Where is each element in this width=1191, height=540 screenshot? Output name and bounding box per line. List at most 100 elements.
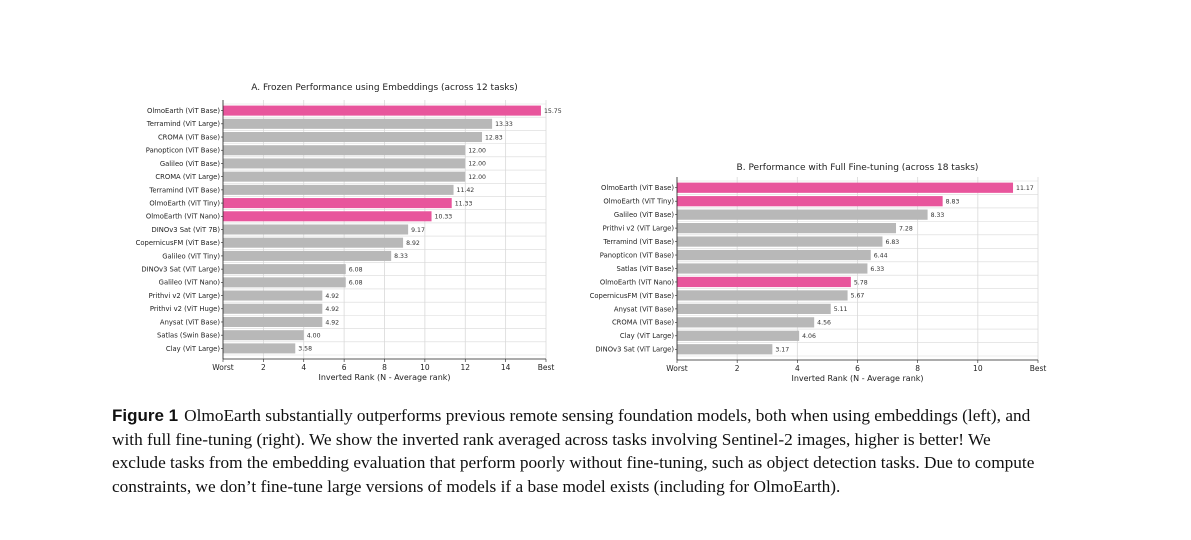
chart-a-bar [223,264,346,275]
chart-a-value-label: 6.08 [349,280,363,287]
chart-a-value-label: 12.00 [468,161,486,168]
chart-b-category-label: DINOv3 Sat (ViT Large) [595,346,674,354]
chart-b-title: B. Performance with Full Fine-tuning (ac… [737,163,979,173]
chart-b-value-label: 4.56 [817,320,831,327]
chart-b-x-tick-label: Best [1030,364,1047,373]
chart-a-bar [223,132,483,143]
chart-a-bar [223,211,432,222]
chart-b-category-label: CopernicusFM (ViT Base) [590,292,675,300]
chart-a-value-label: 12.00 [468,174,486,181]
chart-a-bar [223,237,404,248]
chart-b-category-label: Panopticon (ViT Base) [600,251,675,259]
chart-b-bar [677,276,851,288]
chart-b-category-label: Satlas (ViT Base) [617,265,675,273]
chart-a-value-label: 4.92 [325,293,339,300]
chart-a-value-label: 12.00 [468,148,486,155]
chart-a-bar [223,343,296,354]
chart-a-bar [223,316,323,327]
chart-b-bar [677,249,871,261]
chart-b-bar [677,303,831,314]
chart-a-category-label: Galileo (ViT Base) [160,160,221,168]
chart-a-category-label: OlmoEarth (ViT Nano) [146,213,220,221]
chart-a-value-label: 3.58 [298,346,312,353]
chart-a-bar [223,118,493,129]
chart-a-bar [223,184,454,195]
chart-a-grid [222,100,547,359]
chart-b-bars: 11.17 OlmoEarth (ViT Base) 8.83 OlmoEarth (… [590,182,1034,355]
chart-a-x-tick-label: 6 [342,363,347,372]
chart-a-category-label: DINOv3 Sat (ViT 7B) [152,226,221,234]
chart-b-bar [677,209,928,220]
chart-a-x-tick-label: 12 [460,363,470,372]
chart-a-bar [223,171,466,182]
chart-b-value-label: 6.44 [874,252,888,259]
chart-a-x-tick-label: 4 [301,363,306,372]
chart-a-bar [223,145,466,156]
chart-a-value-label: 4.00 [307,332,321,339]
chart-b-bar [677,344,773,355]
chart-b-category-label: CROMA (ViT Base) [612,319,674,327]
chart-a-category-label: CROMA (ViT Base) [158,133,220,141]
chart-b-value-label: 7.28 [899,225,913,232]
chart-a-value-label: 15.75 [544,108,562,115]
chart-a-category-label: CROMA (ViT Large) [155,173,220,181]
chart-a-category-label: Galileo (ViT Nano) [159,279,221,287]
chart-b-bar [677,330,800,341]
chart-a-category-label: Clay (ViT Large) [166,345,220,353]
chart-b-bar [677,263,868,274]
chart-a-bar [223,290,323,301]
chart-b-category-label: Terramind (ViT Base) [602,238,674,246]
chart-b-category-label: Clay (ViT Large) [620,332,674,340]
chart-b-category-label: OlmoEarth (ViT Tiny) [603,198,674,206]
chart-a-value-label: 4.92 [325,306,339,313]
chart-a-bar [223,250,392,261]
chart-b-x-tick-label: 2 [735,364,740,373]
chart-b-value-label: 11.17 [1016,185,1034,192]
chart-a-category-label: Prithvi v2 (ViT Large) [149,292,221,300]
chart-b-x-tick-label: 8 [915,364,920,373]
chart-b-value-label: 8.33 [931,212,945,219]
chart-b-value-label: 3.17 [775,347,789,354]
chart-a-value-label: 4.92 [325,319,339,326]
chart-a-category-label: OlmoEarth (ViT Tiny) [149,199,220,207]
chart-a-category-label: Anysat (ViT Base) [160,318,220,326]
chart-b-bar [677,317,815,328]
chart-a-x-tick-label: 2 [261,363,266,372]
chart-b-x-tick-label: 10 [973,364,983,373]
chart-a-bar [223,330,304,341]
chart-a-value-label: 11.33 [455,200,473,207]
figure-caption: Figure 1 OlmoEarth substantially outperfo… [112,404,1047,498]
chart-a-category-label: OlmoEarth (ViT Base) [147,107,220,115]
chart-a-value-label: 11.42 [457,187,475,194]
chart-b-bar [677,223,897,234]
chart-a-value-label: 8.92 [406,240,420,247]
caption-text: OlmoEarth substantially outperforms prev… [112,406,1035,496]
chart-a-x-tick-label: 14 [501,363,511,372]
chart-a-title: A. Frozen Performance using Embeddings (… [251,83,517,93]
chart-a-bar [223,303,323,314]
chart-a-category-label: Terramind (ViT Large) [146,120,221,128]
chart-a-bar [223,277,346,288]
chart-b-x-axis-label: Inverted Rank (N - Average rank) [791,374,923,383]
chart-b-value-label: 5.11 [834,306,848,313]
chart-b-x-tick-label: 4 [795,364,800,373]
chart-a-bar [223,224,409,235]
chart-b-category-label: Galileo (ViT Base) [614,211,675,219]
chart-b-value-label: 8.83 [946,198,960,205]
chart-b-category-label: Anysat (ViT Base) [614,305,674,313]
chart-b-bar [677,290,848,301]
chart-a-x-tick-label: Best [538,363,555,372]
chart-b-value-label: 6.33 [870,266,884,273]
chart-a-x-tick-label: Worst [212,363,234,372]
chart-a-x-tick-label: 8 [382,363,387,372]
chart-a-bar [223,158,466,169]
chart-b-x-tick-label: Worst [666,364,688,373]
chart-b-category-label: OlmoEarth (ViT Nano) [600,278,674,286]
chart-b-value-label: 5.67 [851,293,865,300]
chart-a-category-label: Prithvi v2 (ViT Huge) [150,305,220,313]
chart-a-value-label: 10.33 [435,214,453,221]
chart-b-category-label: Prithvi v2 (ViT Large) [603,225,675,233]
chart-a-category-label: Satlas (Swin Base) [157,332,220,340]
chart-a-bars: 15.75 OlmoEarth (ViT Base) 13.33 Terramind … [136,105,562,354]
